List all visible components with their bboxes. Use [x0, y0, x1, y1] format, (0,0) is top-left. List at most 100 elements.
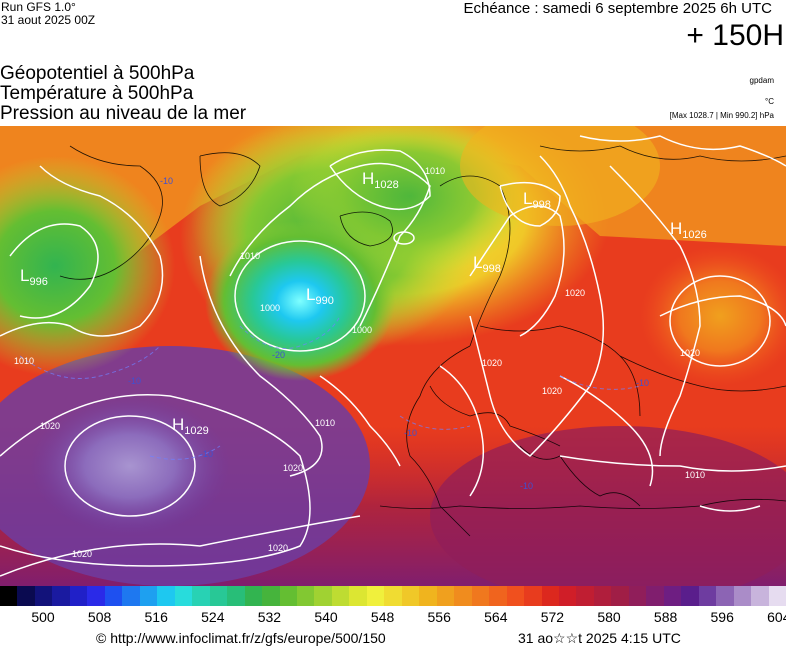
isobar-label: 1020	[72, 549, 92, 559]
isobar-label: 1000	[260, 303, 280, 313]
isobar-label: 1020	[482, 358, 502, 368]
colorbar-swatch	[349, 586, 367, 606]
colorbar-tick-label: 596	[710, 609, 734, 625]
colorbar-tick-label: 508	[87, 609, 112, 625]
colorbar-swatch	[331, 586, 350, 606]
pressure-center-low: L990	[306, 285, 334, 307]
colorbar-swatch	[17, 586, 35, 606]
colorbar-swatch	[227, 586, 245, 606]
colorbar-swatch	[593, 586, 612, 606]
pressure-center-low: L996	[20, 266, 48, 288]
colorbar-swatch	[0, 586, 18, 606]
temperature-label: -20	[272, 350, 285, 360]
temperature-label: -10	[404, 428, 417, 438]
colorbar-tick-label: 524	[201, 609, 225, 625]
forecast-lead-time: + 150H	[686, 19, 784, 52]
colorbar-swatch	[698, 586, 717, 606]
run-model-label: Run GFS 1.0°	[1, 0, 76, 14]
colorbar-swatch	[733, 586, 752, 606]
colorbar-swatch	[366, 586, 385, 606]
colorbar-swatch	[192, 586, 210, 606]
colorbar-swatch	[454, 586, 472, 606]
isobar-label: 1020	[680, 348, 700, 358]
colorbar-swatch	[716, 586, 734, 606]
isobar-label: 1010	[685, 470, 705, 480]
pressure-center-high: H1029	[172, 415, 209, 437]
colorbar-tick-label: 540	[314, 609, 338, 625]
run-date-label: 31 aout 2025 00Z	[1, 13, 96, 27]
isobar-label: 1010	[315, 418, 335, 428]
pressure-center-high: H1026	[670, 219, 707, 241]
source-url[interactable]: © http://www.infoclimat.fr/z/gfs/europe/…	[96, 630, 386, 646]
title-pressure: Pression au niveau de la mer	[0, 103, 247, 124]
colorbar-swatch	[401, 586, 420, 606]
isobar-label: 1020	[40, 421, 60, 431]
temperature-label: -10	[520, 481, 533, 491]
colorbar-swatch	[174, 586, 193, 606]
colorbar-swatch	[576, 586, 594, 606]
colorbar-swatch	[489, 586, 507, 606]
title-geopotential: Géopotentiel à 500hPa	[0, 63, 195, 84]
pressure-range: [Max 1028.7 | Min 990.2] hPa	[669, 111, 774, 120]
colorbar-tick-label: 580	[597, 609, 621, 625]
colorbar-swatch	[122, 586, 140, 606]
colorbar-tick-label: 564	[484, 609, 508, 625]
colorbar-swatch	[384, 586, 402, 606]
colorbar-swatch	[419, 586, 437, 606]
isobar-label: 1020	[268, 543, 288, 553]
isobar-label: 1010	[425, 166, 445, 176]
isobar-label: 1020	[542, 386, 562, 396]
isobar-label: 1020	[565, 288, 585, 298]
isobar-label: 1010	[14, 356, 34, 366]
colorbar-swatch	[104, 586, 123, 606]
coastlines	[59, 145, 786, 537]
colorbar-tick-label: 556	[427, 609, 451, 625]
colorbar-swatch	[524, 586, 542, 606]
unit-temperature: °C	[765, 97, 774, 106]
colorbar-swatch	[611, 586, 629, 606]
colorbar-tick-label: 516	[144, 609, 168, 625]
colorbar-swatch	[209, 586, 228, 606]
isobar-label: 1020	[283, 463, 303, 473]
pressure-centers: H1028 L998 L998 H1026 L996 L990 H1029	[20, 169, 707, 437]
colorbar-swatch	[69, 586, 88, 606]
colorbar-swatch	[87, 586, 105, 606]
colorbar-swatch	[506, 586, 525, 606]
forecast-valid-time: Echéance : samedi 6 septembre 2025 6h UT…	[463, 0, 772, 17]
colorbar-swatch	[646, 586, 664, 606]
colorbar-tick-label: 604	[767, 609, 786, 625]
temperature-label: -10	[128, 376, 141, 386]
isobars	[0, 135, 786, 577]
temperature-label: -10	[200, 449, 213, 459]
unit-geopotential: gpdam	[749, 76, 774, 85]
colorbar-swatch	[262, 586, 280, 606]
colorbar-swatch	[157, 586, 175, 606]
generated-timestamp: 31 ao☆☆t 2025 4:15 UTC	[518, 630, 681, 646]
pressure-center-low: L998	[523, 189, 551, 211]
pressure-center-low: L998	[473, 253, 501, 275]
temperature-label: -10	[160, 176, 173, 186]
colorbar-tick-label: 548	[370, 609, 395, 625]
colorbar-swatch	[768, 586, 786, 606]
colorbar-tick-label: 572	[540, 609, 565, 625]
colorbar-swatch	[52, 586, 70, 606]
colorbar-swatch	[471, 586, 490, 606]
colorbar-swatch	[139, 586, 158, 606]
geopotential-colorbar	[0, 586, 786, 606]
colorbar-swatch	[279, 586, 297, 606]
colorbar-swatch	[541, 586, 559, 606]
temperature-labels: -10 -10 -20 -10 -10 -10 -10	[128, 176, 649, 491]
pressure-center-high: H1028	[362, 169, 399, 191]
colorbar-swatch	[663, 586, 682, 606]
colorbar-swatch	[244, 586, 263, 606]
isotherms	[19, 315, 641, 460]
colorbar-swatch	[751, 586, 769, 606]
isobar-label: 1000	[352, 325, 372, 335]
weather-map: H1028 L998 L998 H1026 L996 L990 H1029 10…	[0, 126, 786, 586]
colorbar-swatch	[296, 586, 315, 606]
colorbar-swatch	[436, 586, 455, 606]
temperature-label: -10	[636, 378, 649, 388]
isobar-label: 1010	[240, 251, 260, 261]
colorbar-tick-label: 500	[31, 609, 55, 625]
colorbar-swatch	[34, 586, 53, 606]
